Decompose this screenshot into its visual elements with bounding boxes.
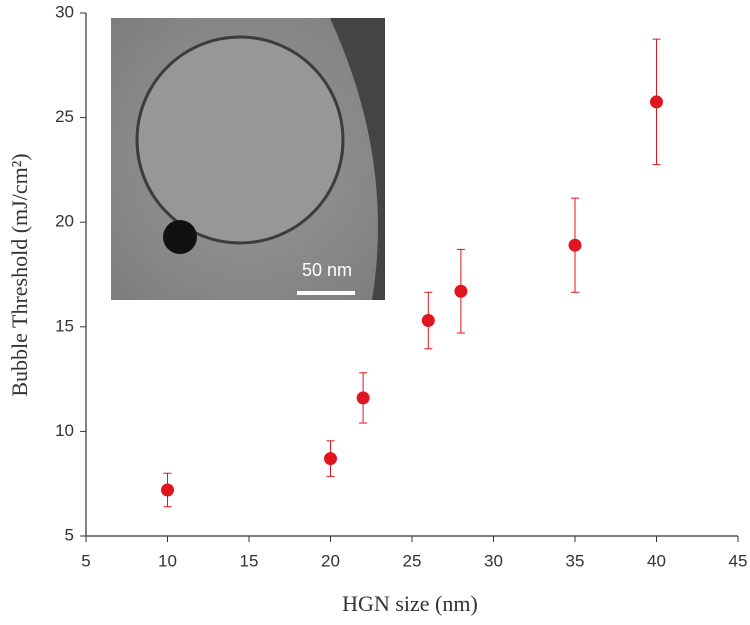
point (356, 391, 370, 405)
x-tick-label: 30 (484, 551, 503, 570)
y-tick-label: 5 (65, 525, 74, 544)
scale-label: 50 nm (302, 260, 352, 280)
inset-image: 50 nm (111, 18, 385, 300)
y-tick-label: 30 (55, 2, 74, 21)
y-tick-label: 25 (55, 107, 74, 126)
x-tick-label: 40 (647, 551, 666, 570)
y-tick-label: 20 (55, 212, 74, 231)
y-tick-label: 10 (55, 421, 74, 440)
x-tick-label: 45 (729, 551, 748, 570)
y-tick-label: 15 (55, 316, 74, 335)
point (650, 95, 663, 109)
x-tick-label: 25 (403, 551, 422, 570)
point (161, 483, 174, 497)
point (454, 284, 468, 298)
point (324, 452, 337, 466)
point (568, 238, 582, 252)
x-tick-label: 20 (321, 551, 340, 570)
x-tick-label: 15 (240, 551, 259, 570)
y-axis-label: Bubble Threshold (mJ/cm²) (7, 153, 32, 396)
x-axis-label: HGN size (nm) (342, 591, 478, 616)
point (421, 314, 435, 328)
x-tick-label: 35 (566, 551, 585, 570)
x-tick-label: 5 (81, 551, 90, 570)
x-tick-label: 10 (158, 551, 177, 570)
